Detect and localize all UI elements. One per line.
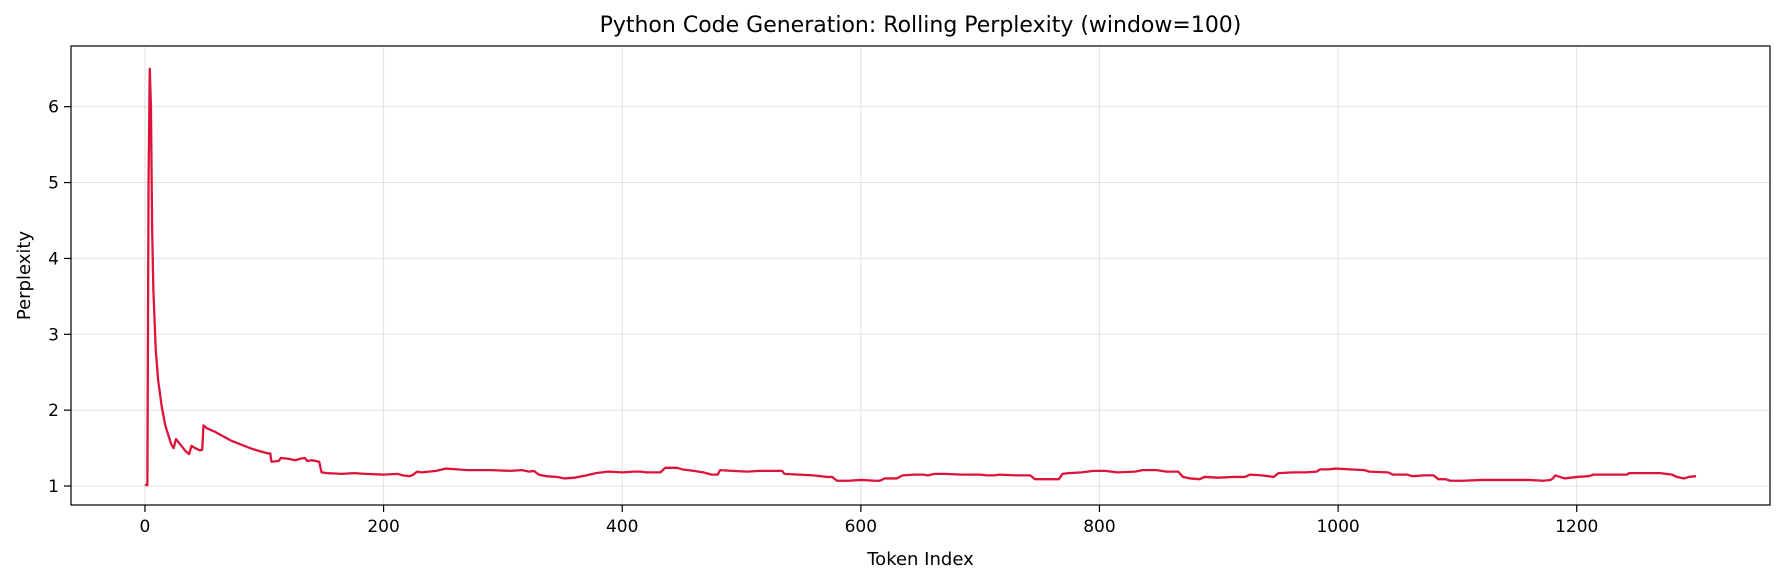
grid-layer <box>71 46 1770 505</box>
y-tick-label: 2 <box>48 401 59 421</box>
x-axis-label: Token Index <box>866 549 974 570</box>
plot-frame <box>70 45 1771 506</box>
perplexity-line <box>144 67 1697 487</box>
x-tick-label: 1000 <box>1316 517 1359 537</box>
y-tick-label: 1 <box>48 477 59 497</box>
x-tick-label: 1200 <box>1555 517 1598 537</box>
y-tick-label: 6 <box>48 98 59 118</box>
chart-title: Python Code Generation: Rolling Perplexi… <box>600 13 1242 38</box>
y-tick-label: 4 <box>48 249 59 269</box>
line-layer <box>144 67 1697 487</box>
y-axis-label: Perplexity <box>14 231 35 321</box>
x-tick-label: 0 <box>140 517 151 537</box>
x-tick-label: 400 <box>606 517 638 537</box>
x-tick-label: 800 <box>1083 517 1115 537</box>
y-tick-label: 5 <box>48 174 59 194</box>
y-tick-label: 3 <box>48 325 59 345</box>
x-tick-label: 200 <box>367 517 399 537</box>
tick-layer: 0 200 400 600 800 1000 1200 1 2 3 4 5 6 <box>48 98 1598 537</box>
x-tick-label: 600 <box>845 517 877 537</box>
